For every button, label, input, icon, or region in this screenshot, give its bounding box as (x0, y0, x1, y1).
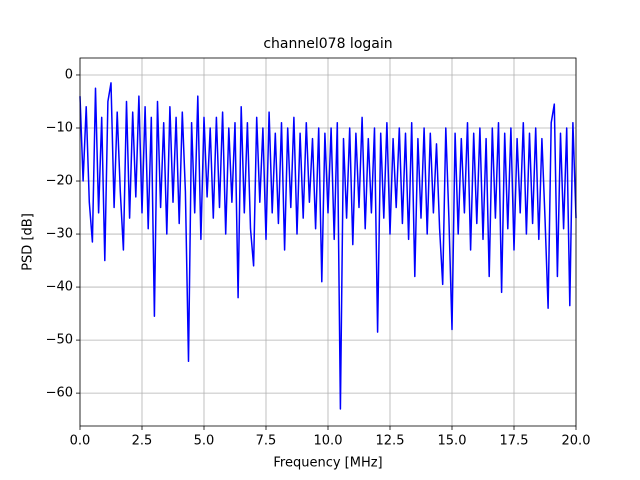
x-tick-label: 2.5 (132, 434, 153, 449)
x-tick-label: 12.5 (376, 434, 405, 449)
x-tick-label: 0.0 (70, 434, 91, 449)
x-axis-label: Frequency [MHz] (273, 456, 382, 471)
y-tick-label: −40 (46, 280, 73, 295)
y-tick-label: −60 (46, 386, 73, 401)
y-axis-label: PSD [dB] (21, 213, 36, 271)
x-tick-label: 7.5 (256, 434, 277, 449)
y-tick-label: −10 (46, 120, 73, 135)
line-series (79, 82, 577, 410)
x-tick-label: 17.5 (500, 434, 529, 449)
x-tick-label: 20.0 (562, 434, 591, 449)
y-tick-label: −20 (46, 174, 73, 189)
y-tick-label: 0 (65, 67, 73, 82)
x-tick-label: 10.0 (314, 434, 343, 449)
x-tick-label: 15.0 (438, 434, 467, 449)
y-tick-label: −30 (46, 227, 73, 242)
y-tick-label: −50 (46, 333, 73, 348)
plot-frame (79, 57, 577, 427)
chart-title: channel078 logain (263, 36, 392, 52)
x-tick-label: 5.0 (194, 434, 215, 449)
